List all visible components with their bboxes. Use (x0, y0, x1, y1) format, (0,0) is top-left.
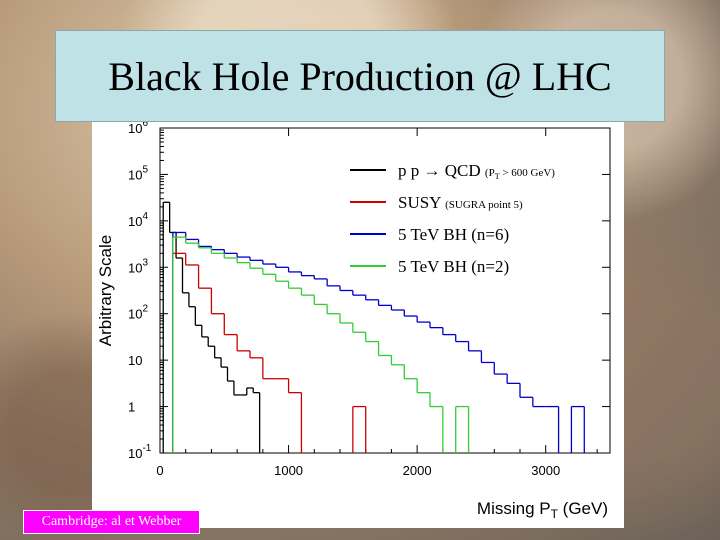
x-tick-label: 0 (156, 463, 163, 478)
x-tick-label: 1000 (274, 463, 303, 478)
y-tick-label: 104 (128, 211, 148, 229)
chart-svg: p p → QCD (PT > 600 GeV) SUSY (SUGRA poin… (96, 122, 611, 521)
legend-label-3: 5 TeV BH (n=2) (398, 257, 509, 276)
credit-badge: Cambridge: al et Webber (23, 510, 200, 534)
credit-text: Cambridge: al et Webber (41, 514, 182, 529)
y-axis-label: Arbitrary Scale (96, 235, 115, 346)
legend-label-1: SUSY (SUGRA point 5) (398, 193, 523, 212)
y-tick-label: 106 (128, 122, 148, 136)
y-tick-label: 10-1 (128, 443, 152, 461)
y-tick-label: 10 (128, 353, 142, 368)
y-tick-label: 1 (128, 400, 135, 415)
x-tick-label: 3000 (531, 463, 560, 478)
x-axis-label: Missing PT (GeV) (477, 499, 608, 521)
y-tick-label: 103 (128, 257, 148, 275)
legend-label-0: p p → QCD (PT > 600 GeV) (398, 161, 555, 181)
x-tick-label: 2000 (403, 463, 432, 478)
y-tick-label: 105 (128, 164, 148, 182)
slide-title: Black Hole Production @ LHC (108, 53, 612, 99)
y-tick-label: 102 (128, 304, 148, 322)
legend-label-2: 5 TeV BH (n=6) (398, 225, 509, 244)
plot-panel: p p → QCD (PT > 600 GeV) SUSY (SUGRA poin… (92, 122, 624, 528)
slide-title-box: Black Hole Production @ LHC (55, 30, 665, 122)
plot-frame (159, 127, 611, 454)
